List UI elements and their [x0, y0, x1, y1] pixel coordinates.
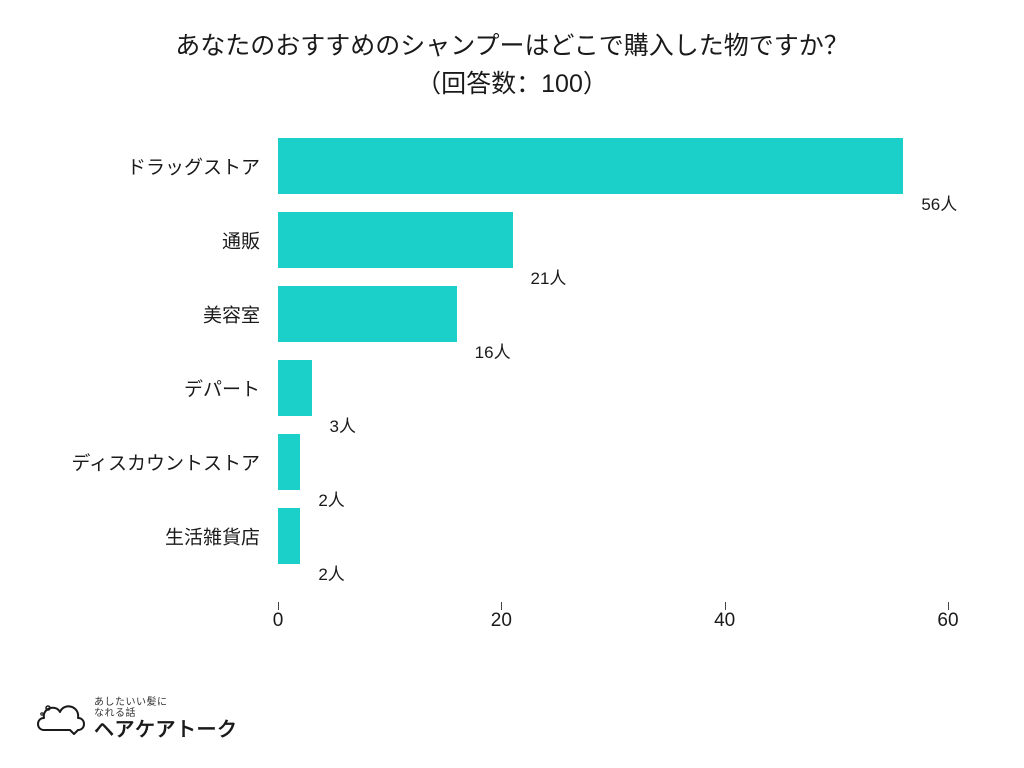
x-tick-mark	[725, 602, 726, 610]
category-label: 通販	[222, 227, 260, 254]
bar-row: 生活雑貨店2人	[278, 508, 948, 564]
x-tick-label: 0	[273, 610, 284, 632]
category-label: 生活雑貨店	[165, 523, 260, 550]
category-label: ドラッグストア	[127, 153, 260, 180]
bar	[278, 138, 903, 194]
x-tick-mark	[948, 602, 949, 610]
chart-area: ドラッグストア56人通販21人美容室16人デパート3人ディスカウントストア2人生…	[278, 130, 948, 640]
brand-tagline-2: なれる話	[94, 708, 238, 719]
brand-tagline-1: あしたいい髪に	[94, 697, 238, 708]
chart-plot: ドラッグストア56人通販21人美容室16人デパート3人ディスカウントストア2人生…	[278, 130, 948, 610]
chart-title-block: あなたのおすすめのシャンプーはどこで購入した物ですか？ （回答数：100）	[0, 0, 1024, 121]
bar-value-label: 2人	[318, 560, 344, 585]
bar-row: 美容室16人	[278, 286, 948, 342]
bar	[278, 508, 300, 564]
bar	[278, 212, 513, 268]
chart-title-line1: あなたのおすすめのシャンプーはどこで購入した物ですか？	[0, 28, 1024, 66]
bar-row: ディスカウントストア2人	[278, 434, 948, 490]
bar-row: 通販21人	[278, 212, 948, 268]
x-tick-label: 20	[491, 610, 512, 632]
brand-logo-block: あしたいい髪に なれる話 ヘアケアトーク	[34, 696, 238, 742]
bar	[278, 286, 457, 342]
bar-row: ドラッグストア56人	[278, 138, 948, 194]
brand-name: ヘアケアトーク	[94, 719, 238, 741]
x-tick-mark	[501, 602, 502, 610]
bar	[278, 360, 312, 416]
cloud-icon	[34, 696, 88, 742]
chart-x-axis: 0204060	[278, 610, 948, 640]
bar-row: デパート3人	[278, 360, 948, 416]
category-label: ディスカウントストア	[71, 449, 260, 476]
bar	[278, 434, 300, 490]
x-tick-mark	[278, 602, 279, 610]
category-label: デパート	[184, 375, 260, 402]
category-label: 美容室	[203, 301, 260, 328]
chart-title-line2: （回答数：100）	[0, 66, 1024, 104]
x-tick-label: 60	[937, 610, 958, 632]
x-tick-label: 40	[714, 610, 735, 632]
brand-text-block: あしたいい髪に なれる話 ヘアケアトーク	[94, 697, 238, 741]
